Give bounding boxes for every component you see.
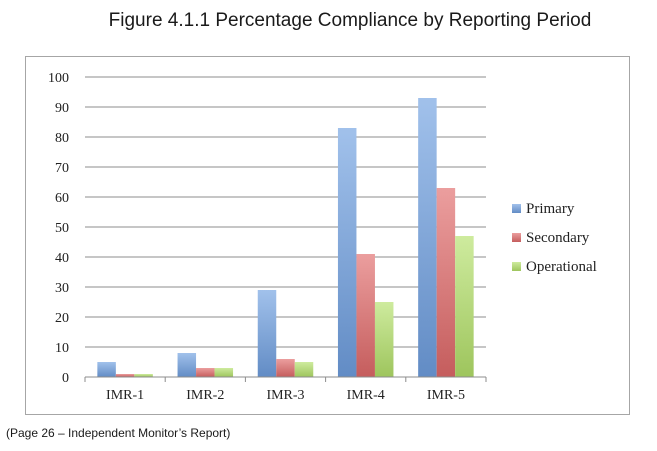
x-tick-label: IMR-4	[347, 388, 385, 403]
gridlines	[85, 76, 486, 348]
y-tick-label: 30	[55, 281, 69, 296]
y-tick-label: 70	[55, 161, 69, 176]
y-axis-ticks: 0 10 20 30 40 50 60 70 80 90 100	[48, 71, 69, 386]
x-axis-ticks: IMR-1 IMR-2 IMR-3 IMR-4 IMR-5	[106, 388, 465, 403]
bar-primary-imr-4	[337, 128, 357, 377]
y-tick-label: 60	[55, 191, 69, 206]
x-tick-label: IMR-5	[427, 388, 465, 403]
chart-frame: 0 10 20 30 40 50 60 70 80 90 100 IMR-1 IMR-2 IMR-3 IM…	[25, 56, 630, 415]
bars	[97, 98, 474, 377]
x-tick-label: IMR-3	[266, 388, 304, 403]
bar-operational-imr-5	[455, 236, 474, 377]
legend: Primary Secondary Operational	[512, 201, 597, 275]
bar-secondary-imr-1	[115, 374, 135, 377]
y-tick-label: 80	[55, 131, 69, 146]
bar-primary-imr-2	[177, 353, 197, 377]
legend-label-primary: Primary	[526, 201, 575, 217]
y-tick-label: 0	[62, 371, 69, 386]
bar-operational-imr-3	[294, 362, 314, 377]
x-axis	[84, 376, 487, 382]
bar-operational-imr-2	[214, 368, 234, 377]
bar-secondary-imr-4	[356, 254, 375, 377]
bar-secondary-imr-3	[276, 359, 295, 377]
y-tick-label: 50	[55, 221, 69, 236]
bar-secondary-imr-5	[436, 188, 456, 377]
x-tick-label: IMR-1	[106, 388, 144, 403]
bar-primary-imr-3	[257, 290, 277, 377]
x-tick-label: IMR-2	[186, 388, 224, 403]
y-tick-label: 100	[48, 71, 69, 86]
bar-operational-imr-1	[134, 374, 153, 377]
page-caption: (Page 26 – Independent Monitor’s Report)	[6, 426, 231, 440]
legend-label-operational: Operational	[526, 259, 597, 275]
bar-primary-imr-5	[418, 98, 437, 377]
chart-title: Figure 4.1.1 Percentage Compliance by Re…	[108, 10, 592, 31]
legend-swatch-primary	[512, 204, 521, 213]
legend-label-secondary: Secondary	[526, 230, 590, 246]
bar-secondary-imr-2	[196, 368, 215, 377]
legend-swatch-operational	[512, 262, 521, 271]
legend-swatch-secondary	[512, 233, 521, 242]
y-tick-label: 10	[55, 341, 69, 356]
bar-primary-imr-1	[97, 362, 116, 377]
y-tick-label: 20	[55, 311, 69, 326]
bar-operational-imr-4	[374, 302, 394, 377]
y-tick-label: 90	[55, 101, 69, 116]
y-tick-label: 40	[55, 251, 69, 266]
